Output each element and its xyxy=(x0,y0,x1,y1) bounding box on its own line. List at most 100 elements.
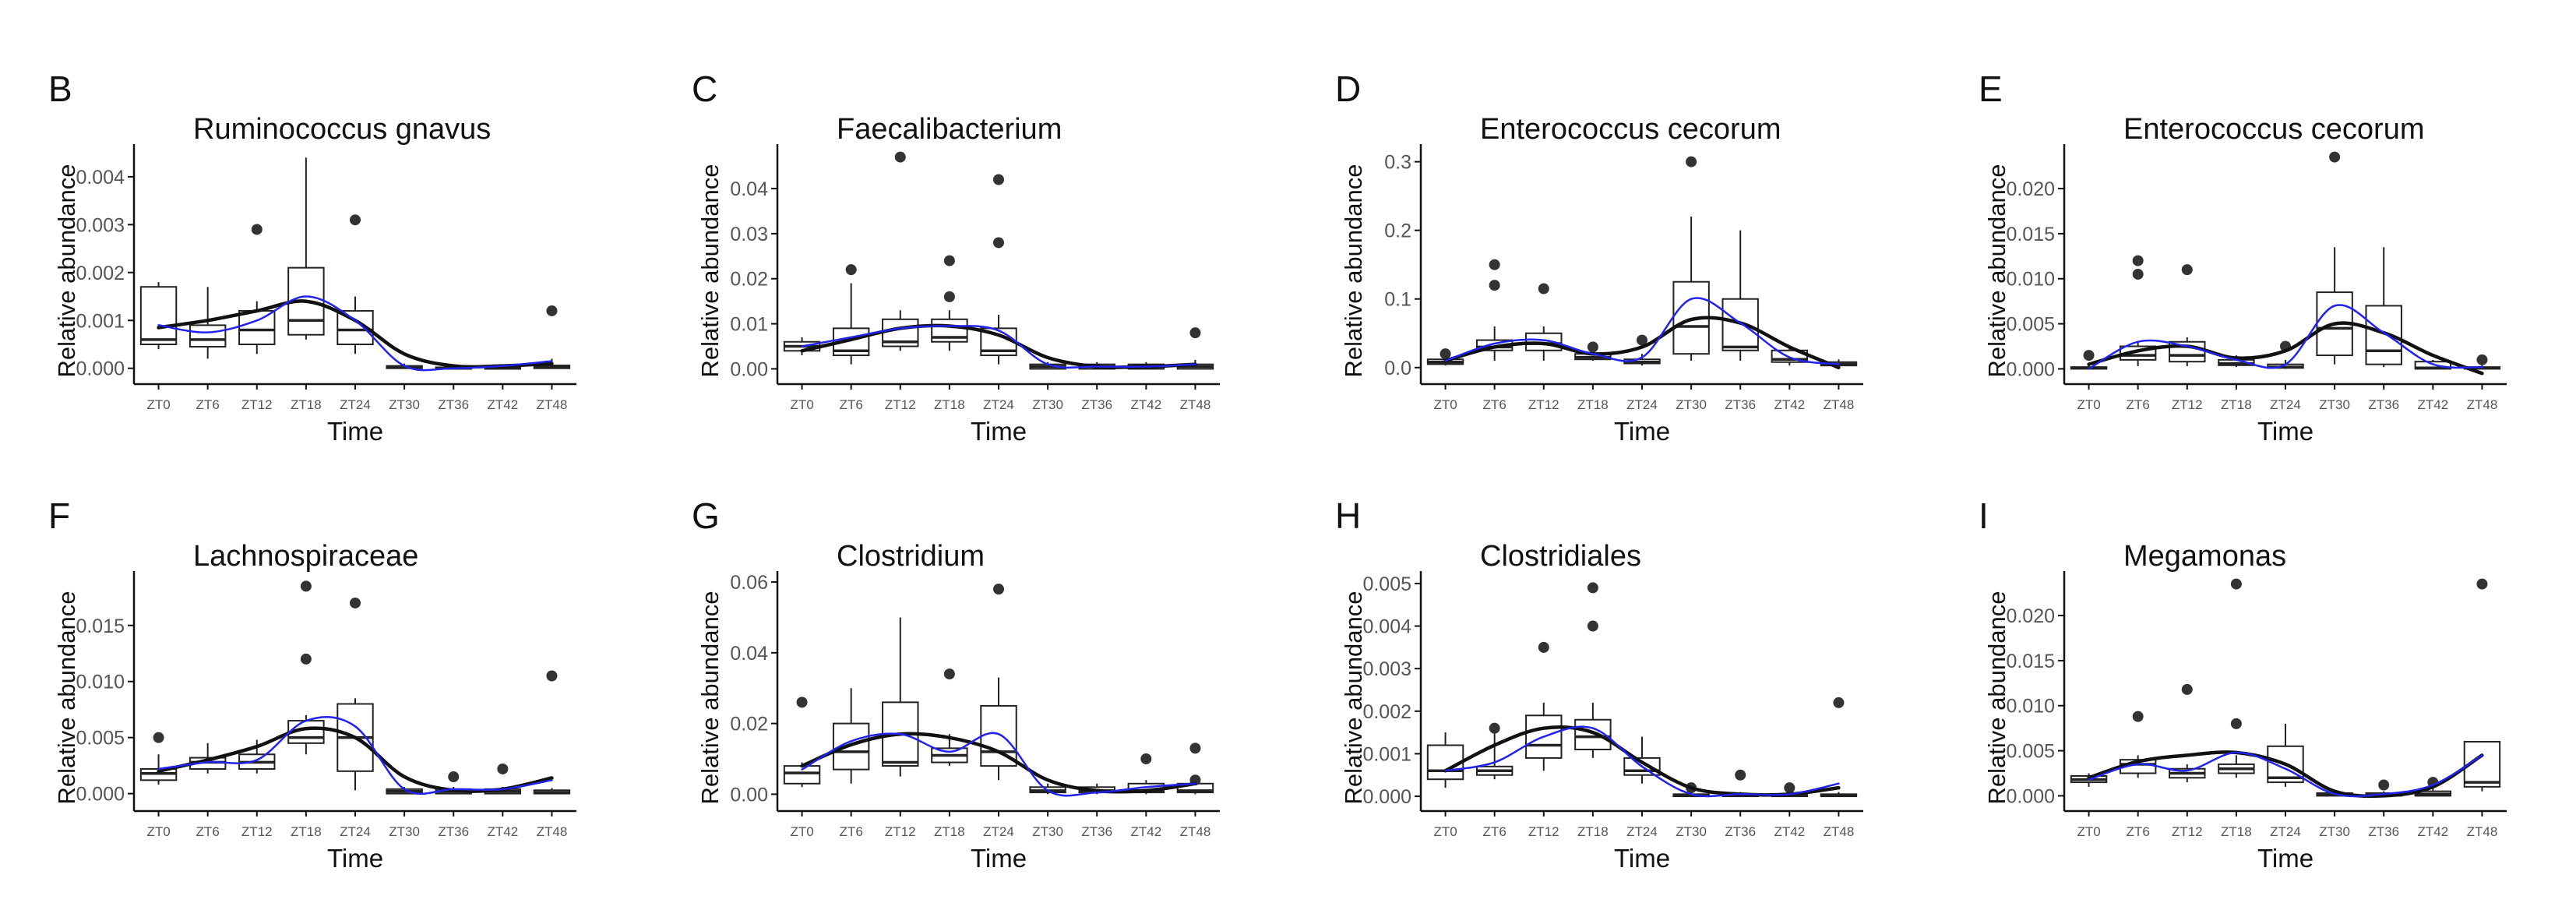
y-tick-label: 0.2 xyxy=(1384,220,1411,242)
x-tick-label: ZT42 xyxy=(2417,824,2448,839)
panel-letter: E xyxy=(1979,69,2003,109)
outlier-point xyxy=(448,771,460,783)
panel-title: Clostridium xyxy=(837,540,985,573)
x-axis-label: Time xyxy=(2257,844,2313,873)
y-tick-label: 0.020 xyxy=(2006,178,2055,200)
outlier-point xyxy=(350,597,361,608)
outlier-point xyxy=(1489,259,1500,270)
mean-line xyxy=(1444,725,1840,798)
x-tick-label: ZT36 xyxy=(438,824,469,839)
x-tick-label: ZT24 xyxy=(340,824,371,839)
panel-c: C Faecalibacterium 0.00 0.01 0.02 0.03 0.04 Rel… xyxy=(692,69,1220,446)
x-tick-label: ZT30 xyxy=(389,824,420,839)
outlier-point xyxy=(2181,264,2193,276)
panel-g: G Clostridium 0.00 0.02 0.04 0.06 Relative abu… xyxy=(692,496,1220,873)
x-axis-label: Time xyxy=(327,844,383,873)
x-tick-label: ZT18 xyxy=(1577,824,1609,839)
outlier-point xyxy=(1637,334,1647,346)
x-tick-label: ZT0 xyxy=(146,824,170,839)
x-tick-label: ZT18 xyxy=(934,824,965,839)
box-iqr xyxy=(1574,718,1612,750)
box-zt0 xyxy=(139,282,178,350)
y-tick-label: 0.004 xyxy=(1362,616,1411,638)
outlier-point xyxy=(894,151,906,163)
outlier-point xyxy=(1489,280,1500,291)
outlier-point xyxy=(1489,722,1500,734)
y-tick-label: 0.003 xyxy=(1362,658,1411,680)
y-axis-label: Relative abundance xyxy=(1983,164,2010,377)
box-zt0 xyxy=(1426,732,1464,788)
y-axis-label: Relative abundance xyxy=(696,164,724,377)
outlier-point xyxy=(1587,341,1598,353)
x-tick-label: ZT24 xyxy=(2270,397,2301,412)
panel-f: F Lachnospiraceae 0.000 0.005 0.010 0.015Rela… xyxy=(48,496,576,873)
smooth-trend-line xyxy=(157,726,554,793)
box-zt12 xyxy=(2169,337,2206,366)
panel-title: Ruminococcus gnavus xyxy=(193,113,491,146)
panel-d: D Enterococcus cecorum 0.0 0.1 0.2 0.3 Relativ… xyxy=(1335,69,1863,446)
y-tick-label: 0.020 xyxy=(2006,605,2055,627)
panel-title: Megamonas xyxy=(2123,540,2286,573)
y-axis-label: Relative abundance xyxy=(696,591,724,804)
box-zt18 xyxy=(2218,755,2255,778)
outlier-point xyxy=(993,174,1004,185)
box-zt24 xyxy=(337,296,374,354)
box-zt36 xyxy=(2365,247,2402,368)
box-iqr xyxy=(832,327,870,357)
outlier-point xyxy=(350,214,361,226)
x-tick-label: ZT6 xyxy=(840,824,863,839)
x-tick-label: ZT24 xyxy=(1626,397,1658,412)
x-tick-label: ZT30 xyxy=(1676,397,1707,412)
box-zt6 xyxy=(832,283,870,365)
box-zt48 xyxy=(1820,792,1858,798)
x-tick-label: ZT0 xyxy=(1433,824,1457,839)
x-tick-label: ZT30 xyxy=(389,397,420,412)
panel-h: H Clostridiales 0.000 0.001 0.002 0.003 0.004 0… xyxy=(1335,496,1863,873)
x-tick-label: ZT24 xyxy=(983,824,1014,839)
x-tick-label: ZT0 xyxy=(146,397,170,412)
box-iqr xyxy=(139,286,178,345)
x-tick-label: ZT6 xyxy=(2127,397,2150,412)
x-axis-label: Time xyxy=(1614,417,1670,446)
smooth-trend-line xyxy=(2087,321,2484,376)
outlier-point xyxy=(300,580,312,592)
outlier-point xyxy=(2329,151,2341,163)
y-tick-label: 0.04 xyxy=(730,178,768,200)
x-tick-label: ZT48 xyxy=(1180,397,1211,412)
box-iqr xyxy=(2119,345,2157,361)
mean-line xyxy=(1444,297,1840,365)
y-tick-label: 0.0 xyxy=(1384,358,1411,379)
outlier-point xyxy=(251,224,263,235)
outlier-point xyxy=(845,264,857,276)
box-zt30 xyxy=(1672,217,1710,361)
mean-line xyxy=(2088,751,2483,798)
box-iqr xyxy=(832,722,870,771)
x-tick-label: ZT42 xyxy=(2417,397,2448,412)
box-zt24 xyxy=(980,677,1017,781)
outlier-point xyxy=(2230,718,2242,729)
box-zt18 xyxy=(931,310,968,351)
panel-e: E Enterococcus cecorum 0.000 0.005 0.010 0.01… xyxy=(1979,69,2507,446)
panel-letter: D xyxy=(1335,69,1361,109)
x-tick-label: ZT12 xyxy=(241,824,273,839)
y-tick-label: 0.01 xyxy=(730,314,768,336)
x-tick-label: ZT48 xyxy=(537,824,568,839)
panel-b: B Ruminococcus gnavus 0.000 0.001 0.002 0.003… xyxy=(48,69,576,446)
panel-letter: C xyxy=(692,69,717,109)
x-tick-label: ZT18 xyxy=(291,397,322,412)
x-tick-label: ZT36 xyxy=(1725,397,1756,412)
outlier-point xyxy=(1686,156,1697,168)
outlier-point xyxy=(1587,620,1598,632)
y-axis-label: Relative abundance xyxy=(1340,164,1367,377)
box-zt12 xyxy=(1525,702,1563,771)
y-tick-label: 0.005 xyxy=(1362,573,1411,595)
outlier-point xyxy=(2476,354,2488,365)
outlier-point xyxy=(1784,782,1795,794)
x-tick-label: ZT12 xyxy=(2172,824,2203,839)
smooth-trend-line xyxy=(2087,750,2484,799)
y-tick-label: 0.004 xyxy=(76,167,125,189)
x-tick-label: ZT12 xyxy=(885,824,916,839)
y-tick-label: 0.001 xyxy=(1362,743,1411,765)
y-tick-label: 0.010 xyxy=(2006,269,2055,291)
